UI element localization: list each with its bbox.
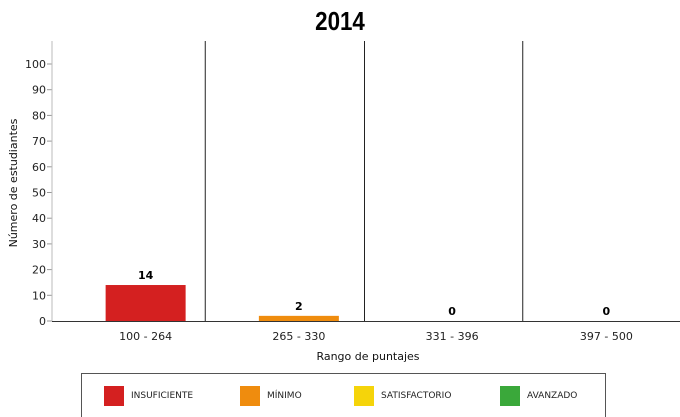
y-tick-label: 50 — [32, 187, 46, 200]
legend-swatch — [104, 386, 124, 406]
y-axis-ticks: 0 10 20 30 40 50 60 70 80 90 100 — [25, 58, 52, 328]
x-tick-label: 100 - 264 — [119, 330, 172, 343]
y-tick-label: 30 — [32, 238, 46, 251]
y-tick-label: 90 — [32, 84, 46, 97]
legend-item: INSUFICIENTE — [104, 386, 193, 406]
legend-label: MÍNIMO — [267, 391, 302, 401]
legend-label: SATISFACTORIO — [381, 391, 452, 401]
data-label: 0 — [448, 305, 456, 318]
y-tick-label: 20 — [32, 264, 46, 277]
y-tick-label: 60 — [32, 161, 46, 174]
legend-swatch — [500, 386, 520, 406]
data-label: 0 — [603, 305, 611, 318]
legend-label: INSUFICIENTE — [131, 391, 194, 401]
legend: INSUFICIENTE MÍNIMO SATISFACTORIO AVANZADO — [81, 373, 606, 417]
legend-item: SATISFACTORIO — [354, 386, 451, 406]
legend-item: AVANZADO — [500, 386, 577, 406]
x-tick-label: 265 - 330 — [272, 330, 325, 343]
category-separators — [204, 41, 524, 321]
y-tick-label: 70 — [32, 135, 46, 148]
bar — [105, 285, 186, 321]
x-tick-label: 397 - 500 — [580, 330, 633, 343]
y-tick-label: 10 — [32, 289, 46, 302]
bars — [105, 285, 339, 321]
y-tick-label: 0 — [39, 315, 46, 328]
legend-label: AVANZADO — [527, 391, 578, 401]
y-axis-title: Número de estudiantes — [7, 118, 20, 247]
y-tick-label: 100 — [25, 58, 46, 71]
x-axis-tick-labels: 100 - 264 265 - 330 331 - 396 397 - 500 — [119, 330, 633, 343]
chart-title: 2014 — [315, 6, 365, 36]
legend-item: MÍNIMO — [240, 386, 302, 406]
legend-swatch — [240, 386, 260, 406]
data-label: 2 — [295, 300, 303, 313]
x-axis-title: Rango de puntajes — [316, 350, 419, 363]
y-tick-label: 80 — [32, 109, 46, 122]
bar — [258, 315, 339, 321]
legend-swatch — [354, 386, 374, 406]
data-labels: 14 2 0 0 — [138, 269, 611, 318]
y-tick-label: 40 — [32, 212, 46, 225]
data-label: 14 — [138, 269, 154, 282]
x-tick-label: 331 - 396 — [426, 330, 479, 343]
